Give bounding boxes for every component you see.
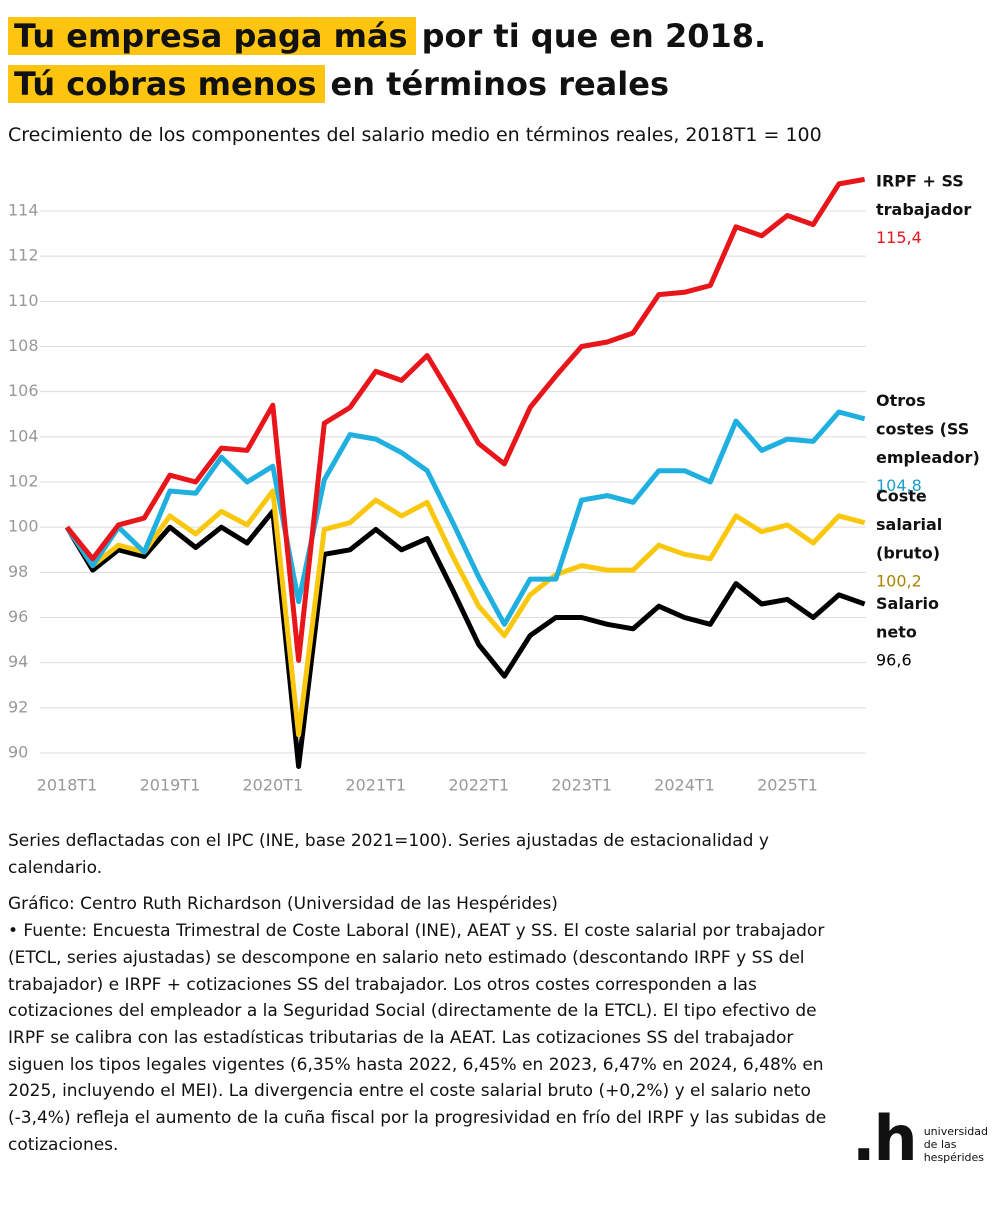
x-tick-label: 2019T1 bbox=[140, 776, 201, 795]
x-tick-label: 2022T1 bbox=[448, 776, 509, 795]
logo-mark: .h bbox=[852, 1102, 918, 1175]
title-highlight: Tu empresa paga más bbox=[8, 17, 416, 55]
logo-text: universidad de las hespérides bbox=[924, 1125, 988, 1164]
x-tick-label: 2023T1 bbox=[551, 776, 612, 795]
legend-label: Coste salarial (bruto) bbox=[876, 486, 942, 562]
x-tick-label: 2018T1 bbox=[37, 776, 98, 795]
note: Gráfico: Centro Ruth Richardson (Univers… bbox=[8, 894, 558, 915]
y-tick-label: 104 bbox=[8, 426, 39, 445]
logo-line: de las bbox=[923, 1138, 957, 1151]
y-tick-label: 94 bbox=[8, 652, 28, 671]
series-line bbox=[64, 488, 866, 738]
logo-line: universidad bbox=[923, 1125, 988, 1138]
chart: 90 92 94 96 98 100 102 104 106 108 110 112 114 2018T1… bbox=[8, 171, 980, 795]
end-value-label: 104,8 bbox=[876, 476, 922, 495]
series-line bbox=[65, 176, 866, 663]
y-tick-label: 90 bbox=[8, 743, 28, 762]
y-tick-label: 108 bbox=[8, 336, 39, 355]
y-tick-label: 114 bbox=[8, 201, 39, 220]
y-tick-label: 106 bbox=[8, 381, 39, 400]
series-line bbox=[64, 508, 866, 769]
y-tick-label: 112 bbox=[8, 246, 39, 265]
notes: Series deflactadas con el IPC (INE, base… bbox=[8, 828, 838, 1158]
y-tick-label: 92 bbox=[8, 697, 28, 716]
logo: .h universidad de las hespérides bbox=[852, 1108, 988, 1170]
y-tick-label: 110 bbox=[8, 291, 39, 310]
y-tick-label: 100 bbox=[8, 517, 39, 536]
title-highlight: Tú cobras menos bbox=[8, 65, 325, 103]
y-tick-label: 102 bbox=[8, 472, 39, 491]
subtitle: Crecimiento de los componentes del salar… bbox=[8, 124, 822, 146]
logo-line: hespérides bbox=[923, 1151, 984, 1164]
title-line: Tu empresa paga más por ti que en 2018. bbox=[8, 14, 766, 58]
y-tick-label: 98 bbox=[8, 562, 28, 581]
title-rest: por ti que en 2018. bbox=[421, 17, 767, 55]
x-tick-label: 2021T1 bbox=[345, 776, 406, 795]
end-value-label: 96,6 bbox=[876, 650, 912, 669]
legend-label: IRPF + SS trabajador bbox=[876, 171, 971, 219]
end-value-label: 115,4 bbox=[876, 228, 922, 247]
legend-label: Salario neto bbox=[876, 593, 939, 641]
title-rest: en términos reales bbox=[330, 65, 669, 103]
x-tick-label: 2020T1 bbox=[243, 776, 304, 795]
y-tick-label: 96 bbox=[8, 607, 28, 626]
legend-label: Otros costes (SS empleador) bbox=[876, 390, 980, 466]
x-tick-label: 2024T1 bbox=[654, 776, 715, 795]
note: Series deflactadas con el IPC (INE, base… bbox=[8, 831, 769, 878]
title-line: Tú cobras menos en términos reales bbox=[8, 62, 669, 106]
note: • Fuente: Encuesta Trimestral de Coste L… bbox=[8, 921, 827, 1155]
series-line bbox=[64, 409, 866, 627]
x-tick-label: 2025T1 bbox=[757, 776, 818, 795]
end-value-label: 100,2 bbox=[876, 572, 922, 591]
